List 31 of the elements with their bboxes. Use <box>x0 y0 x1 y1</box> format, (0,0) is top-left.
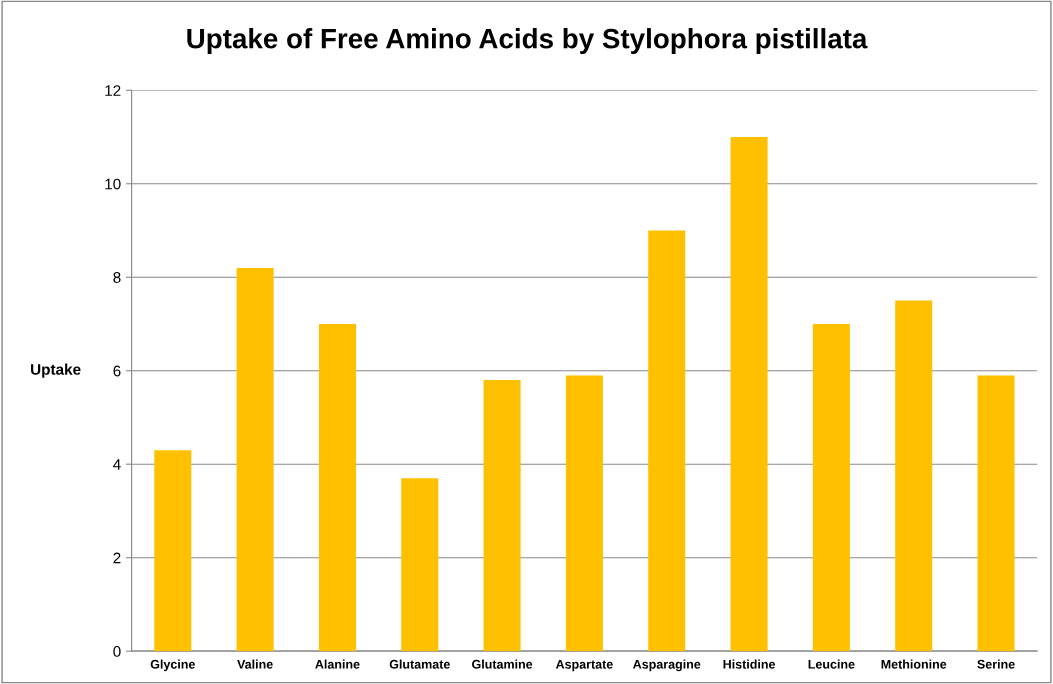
y-tick-label: 4 <box>113 459 121 470</box>
x-tick-label: Valine <box>237 659 273 669</box>
bar <box>565 375 603 652</box>
x-tick-label: Asparagine <box>633 659 701 672</box>
y-tick-label: 6 <box>113 365 121 377</box>
bar <box>730 137 768 652</box>
bar <box>812 323 850 652</box>
x-tick-label: Methionine <box>881 659 947 669</box>
y-tick-label: 0 <box>113 646 121 657</box>
x-tick-label: Glycine <box>150 659 195 672</box>
y-tick-label: 2 <box>113 552 121 564</box>
x-tick-label: Glutamate <box>389 659 450 669</box>
x-tick-label: Leucine <box>808 659 855 669</box>
bar <box>895 300 933 652</box>
bar <box>648 230 686 652</box>
bar <box>318 323 356 652</box>
y-tick-label: 8 <box>113 272 121 283</box>
bar <box>154 450 192 652</box>
chart-title: Uptake of Free Amino Acids by Stylophora pistillata <box>187 28 868 54</box>
x-tick-label: Alanine <box>315 659 360 669</box>
y-axis-title: Uptake <box>31 363 81 378</box>
bar <box>401 478 439 652</box>
y-tick-label: 12 <box>105 85 121 96</box>
bar <box>977 375 1015 652</box>
x-tick-label: Glutamine <box>472 659 533 669</box>
x-tick-label: Histidine <box>723 659 776 669</box>
x-tick-label: Aspartate <box>555 659 613 672</box>
bar <box>236 267 274 652</box>
y-tick-label: 10 <box>105 178 121 190</box>
x-tick-label: Serine <box>977 659 1015 669</box>
bar <box>483 380 521 652</box>
